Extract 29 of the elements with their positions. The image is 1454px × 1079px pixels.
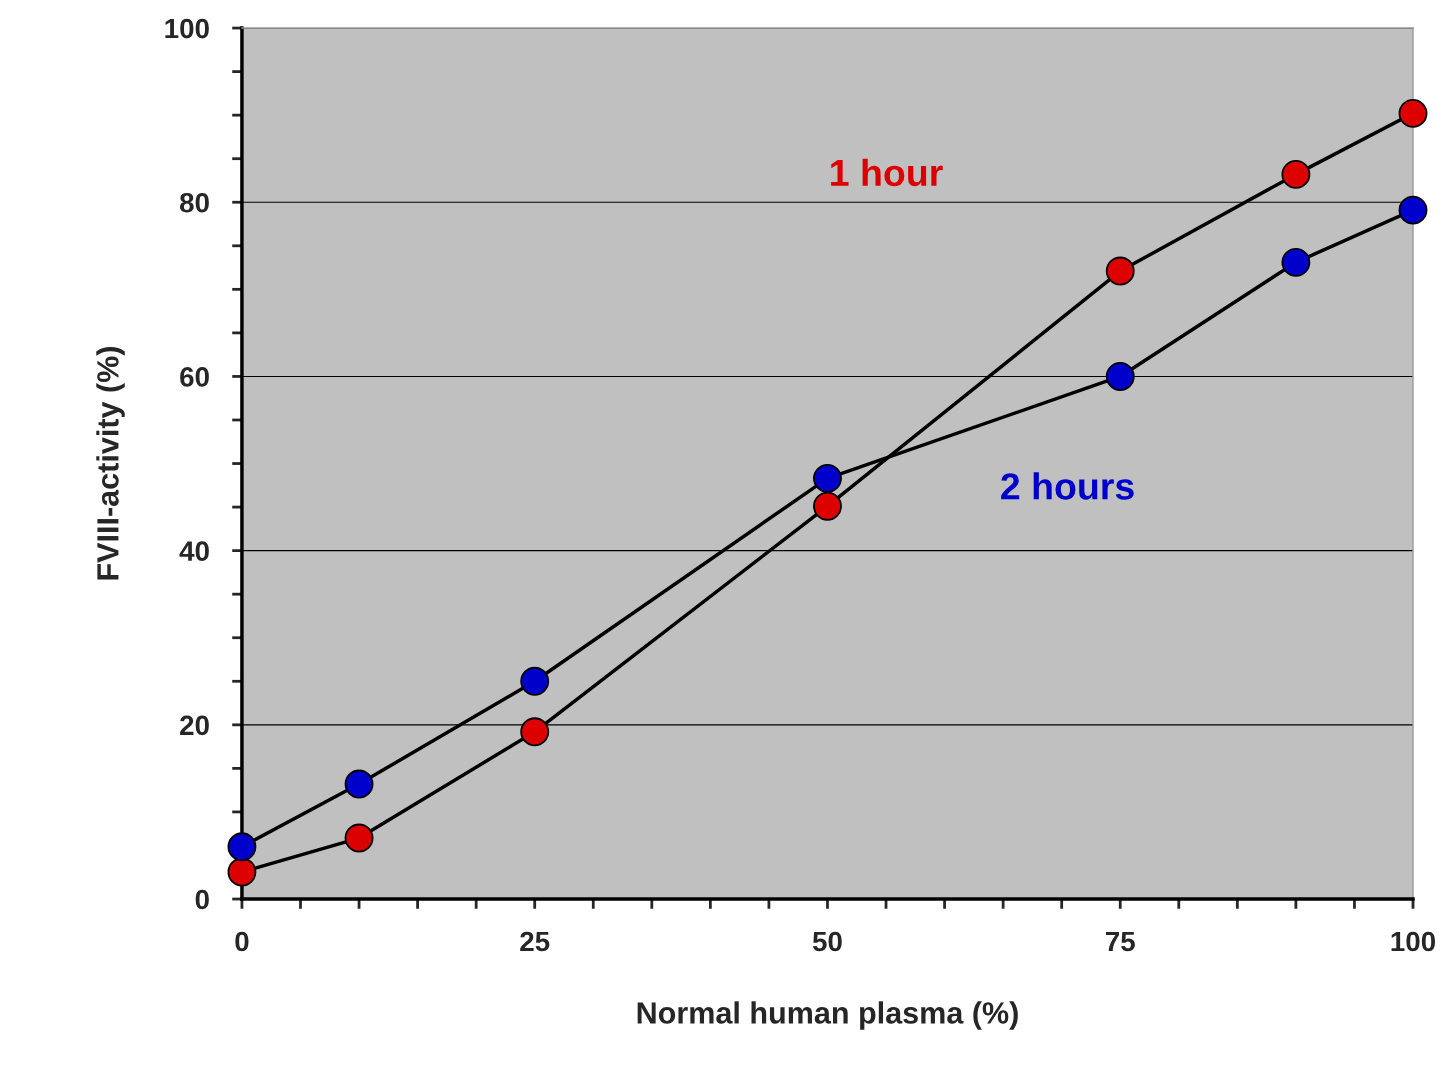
point (1105, 361, 1135, 391)
point (520, 666, 550, 696)
point (1398, 98, 1428, 128)
point (813, 463, 842, 493)
x-tick-label: 50 (812, 931, 842, 952)
y-tick-label: 40 (179, 541, 209, 561)
point (344, 769, 374, 799)
point (1281, 159, 1311, 189)
point (813, 491, 842, 521)
point (520, 717, 550, 747)
text: 1 hour (831, 158, 943, 187)
point (227, 857, 257, 887)
y-tick-label: 60 (180, 367, 209, 387)
series-label: 2 hours (1001, 472, 1134, 500)
y-tick-label: 100 (165, 18, 209, 39)
point (227, 832, 257, 862)
x-axis-title: Normal human plasma (%) (637, 1001, 1018, 1030)
x-tick-label: 25 (520, 931, 550, 952)
point (1105, 256, 1135, 286)
x-tick-label: 75 (1105, 931, 1135, 952)
y-tick-label: 0 (195, 889, 209, 910)
x-tick-label: 100 (1391, 931, 1436, 952)
x-tick-label: 0 (235, 931, 249, 952)
point (1398, 195, 1428, 225)
y-tick-label: 20 (180, 715, 209, 736)
point (1281, 247, 1311, 277)
y-tick-label: 80 (179, 192, 209, 213)
point (344, 823, 374, 853)
y-axis-title: FVIII-activity (%) (96, 347, 125, 580)
